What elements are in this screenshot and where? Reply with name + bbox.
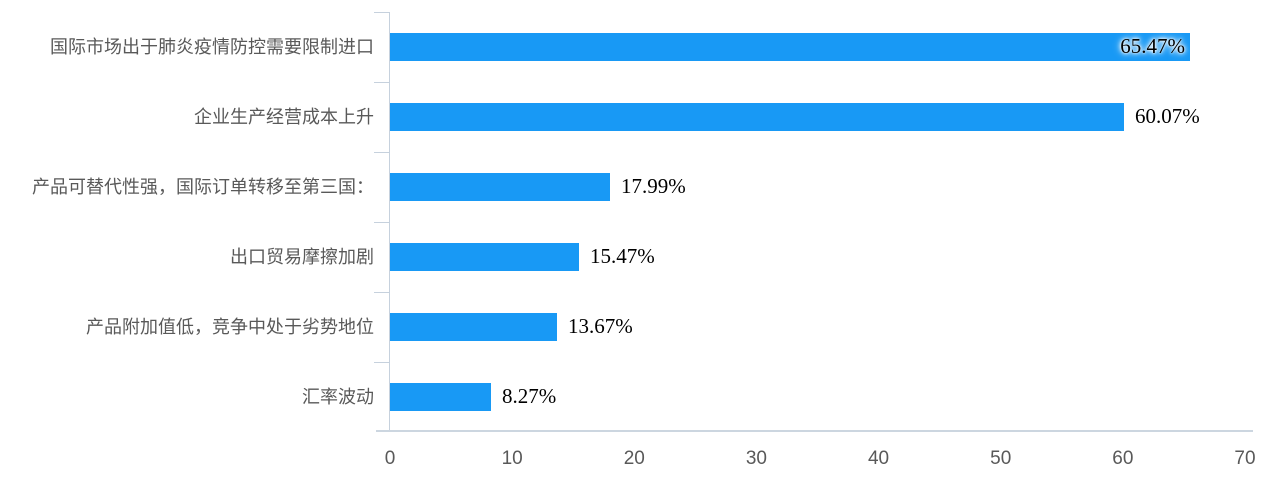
value-label: 8.27% xyxy=(502,384,557,408)
category-label: 企业生产经营成本上升 xyxy=(194,107,374,127)
bar xyxy=(390,103,1124,131)
value-label: 60.07% xyxy=(1135,104,1200,128)
x-tick-label: 50 xyxy=(990,448,1012,469)
value-label: 15.47% xyxy=(590,244,655,268)
y-axis-line xyxy=(389,12,390,432)
category-label: 国际市场出于肺炎疫情防控需要限制进口 xyxy=(50,37,374,57)
x-tick-label: 30 xyxy=(745,448,767,469)
axis-tick xyxy=(374,12,389,13)
bar xyxy=(390,173,610,201)
value-label: 17.99% xyxy=(621,174,686,198)
x-tick-label: 70 xyxy=(1234,448,1256,469)
x-tick-label: 10 xyxy=(501,448,523,469)
bar xyxy=(390,313,557,341)
axis-tick xyxy=(374,82,389,83)
bar xyxy=(390,243,579,271)
axis-tick xyxy=(374,152,389,153)
value-label: 13.67% xyxy=(568,314,633,338)
x-tick-label: 40 xyxy=(867,448,890,469)
value-label: 65.47% xyxy=(1120,34,1185,58)
bar xyxy=(390,383,491,411)
x-axis-line xyxy=(376,430,1253,432)
category-label: 出口贸易摩擦加剧 xyxy=(230,247,374,267)
category-label: 产品附加值低，竞争中处于劣势地位 xyxy=(86,317,374,337)
x-tick-label: 20 xyxy=(623,448,645,469)
category-label: 产品可替代性强，国际订单转移至第三国： xyxy=(32,177,374,197)
category-label: 汇率波动 xyxy=(302,387,374,407)
axis-tick xyxy=(374,222,389,223)
bar xyxy=(390,33,1190,61)
x-tick-label: 60 xyxy=(1112,448,1134,469)
x-tick-label: 0 xyxy=(384,448,396,469)
axis-tick xyxy=(374,292,389,293)
axis-tick xyxy=(374,362,389,363)
